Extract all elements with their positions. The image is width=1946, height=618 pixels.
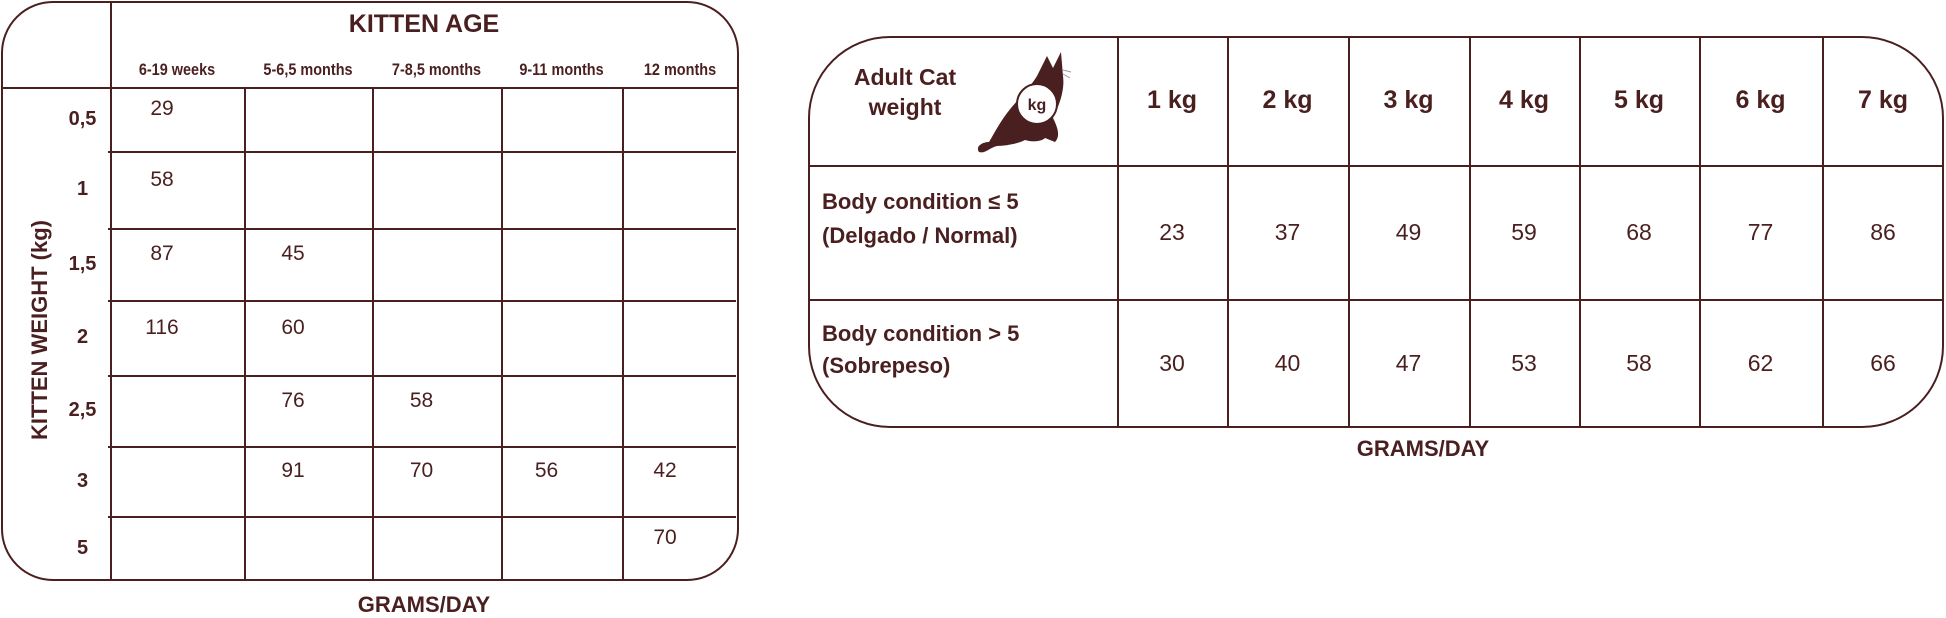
kitten-grams-day-label: GRAMS/DAY (357, 592, 491, 617)
kitten-age-title: KITTEN AGE (348, 10, 500, 38)
table-cell: 49 (1395, 218, 1422, 245)
column-divider (1469, 36, 1471, 428)
row-divider (108, 446, 736, 448)
column-divider (1579, 36, 1581, 428)
column-divider (622, 87, 624, 580)
table-cell: 76 (281, 388, 305, 412)
row-weight-label: 2,5 (68, 399, 97, 421)
table-cell: 91 (281, 459, 305, 482)
table-cell: 70 (653, 526, 677, 549)
column-header: 3 kg (1383, 86, 1434, 114)
column-divider (372, 87, 374, 580)
table-cell: 47 (1395, 350, 1422, 376)
column-divider (1348, 36, 1350, 428)
row-weight-label: 5 (76, 536, 89, 559)
column-divider (1117, 36, 1119, 428)
row-label-line2: (Sobrepeso) (822, 353, 951, 378)
table-cell: 42 (653, 459, 677, 482)
row-weight-label: 2 (76, 326, 89, 348)
table-cell: 37 (1274, 218, 1301, 245)
table-cell: 59 (1511, 218, 1537, 245)
adult-cat-weight-label: Adult Cat weight (830, 62, 980, 122)
table-cell: 53 (1511, 350, 1537, 376)
table-cell: 60 (281, 315, 305, 339)
header-divider (1, 87, 738, 89)
column-header: 2 kg (1262, 86, 1313, 114)
column-divider (110, 1, 112, 580)
column-divider (1822, 36, 1824, 428)
column-divider (501, 87, 503, 580)
column-divider (244, 87, 246, 580)
table-cell: 66 (1870, 350, 1896, 376)
cat-silhouette-icon: kg (977, 52, 1072, 153)
kitten-table (1, 1, 739, 581)
row-weight-label: 3 (76, 469, 89, 492)
table-cell: 116 (145, 315, 179, 339)
row-divider (108, 516, 736, 518)
row-label-line1: Body condition > 5 (822, 321, 1020, 346)
column-header: 1 kg (1146, 86, 1198, 114)
row-weight-label: 0,5 (68, 107, 97, 130)
row-divider (108, 228, 736, 230)
column-header: 7 kg (1857, 86, 1909, 114)
table-cell: 86 (1870, 218, 1896, 245)
column-header: 12 months (643, 60, 717, 79)
column-divider (1227, 36, 1229, 428)
table-cell: 70 (409, 459, 434, 482)
adult-cat-label-line1: Adult Cat (853, 64, 957, 90)
column-header: 6-19 weeks (138, 60, 216, 79)
kitten-weight-axis-label: KITTEN WEIGHT (kg) (27, 220, 52, 440)
table-cell: 68 (1626, 218, 1652, 245)
row-label-line1: Body condition ≤ 5 (822, 189, 1019, 214)
column-header: 4 kg (1498, 86, 1550, 114)
kg-badge: kg (1028, 97, 1047, 114)
column-header: 5-6,5 months (263, 60, 353, 79)
table-cell: 58 (150, 167, 174, 191)
table-cell: 30 (1159, 350, 1185, 376)
table-cell: 40 (1274, 350, 1301, 376)
row-divider (108, 375, 736, 377)
table-cell: 58 (1626, 350, 1652, 376)
table-cell: 58 (409, 388, 434, 412)
table-cell: 77 (1747, 218, 1774, 245)
table-cell: 45 (281, 242, 305, 265)
table-cell: 29 (150, 97, 174, 120)
row-weight-label: 1,5 (68, 252, 97, 275)
table-cell: 87 (150, 242, 174, 265)
column-header: 5 kg (1613, 86, 1665, 114)
adult-cat-label-line2: weight (868, 94, 942, 120)
table-cell: 23 (1159, 218, 1185, 245)
adult-table (808, 36, 1944, 428)
column-header: 7-8,5 months (391, 60, 482, 79)
column-header: 9-11 months (519, 60, 604, 79)
table-cell: 62 (1747, 350, 1774, 376)
column-header: 6 kg (1735, 86, 1786, 114)
adult-grams-day-label: GRAMS/DAY (1356, 436, 1490, 461)
row-divider (808, 299, 1944, 301)
row-divider (108, 151, 736, 153)
row-label-line2: (Delgado / Normal) (822, 223, 1018, 248)
row-divider (108, 300, 736, 302)
row-divider (808, 165, 1944, 167)
table-cell: 56 (534, 459, 559, 482)
column-divider (1699, 36, 1701, 428)
row-weight-label: 1 (76, 178, 89, 200)
